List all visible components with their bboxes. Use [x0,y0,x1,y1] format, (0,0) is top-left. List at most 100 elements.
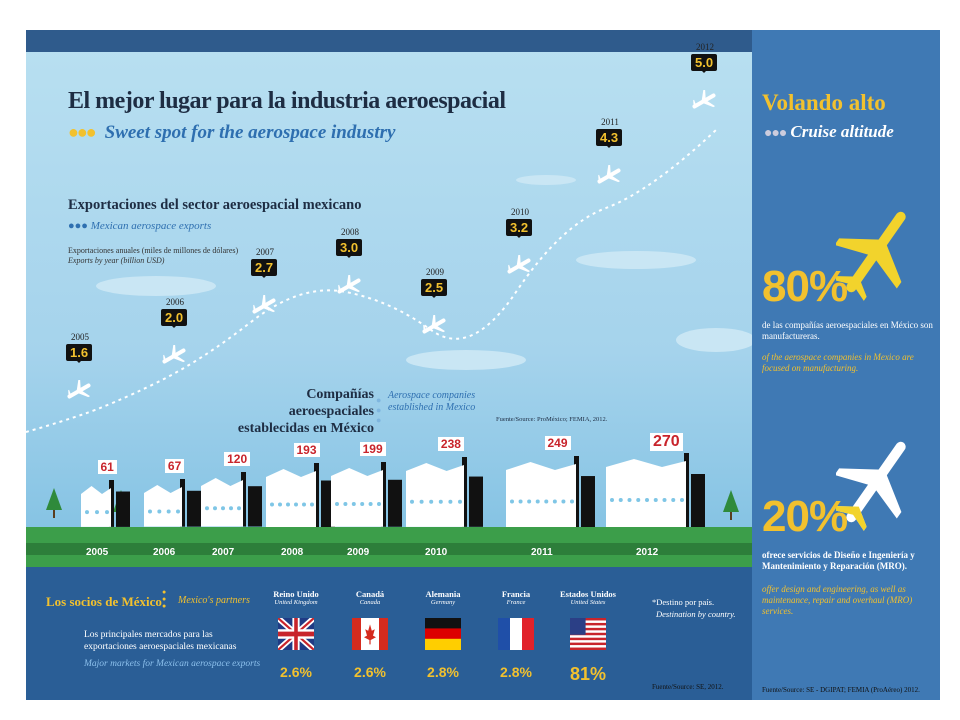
partners-desc-es: Los principales mercados para las export… [84,630,237,652]
airplane-icon [159,343,189,367]
country-percent: 81% [569,664,607,684]
partners-dots: ● ● ● [162,588,167,610]
export-year-label: 2010 [511,207,529,217]
factory-icon [331,462,407,527]
cloud-icon [96,175,752,370]
companies-dots: ● ● ● [376,395,382,425]
companies-count-label: 270 [650,433,683,451]
companies-year-label: 2010 [425,547,448,558]
companies-count-label: 249 [544,435,571,450]
country-name-es: Alemania [425,589,461,599]
partner-country: Estados Unidos United States 81% [553,589,623,685]
companies-year-label: 2011 [531,547,553,558]
partners-source: Fuente/Source: SE, 2012. [652,683,724,691]
partners-panel: Los socios de México ● ● ● Mexico's partne… [26,567,752,700]
companies-year-label: 2007 [212,547,235,558]
export-value-bubble: 4.3 [596,129,623,148]
partner-country: Reino Unido United Kingdom 2.6% [261,589,331,680]
companies-year-label: 2005 [86,547,109,558]
destination-note-es: *Destino por país. [652,597,715,607]
companies-count-label: 120 [224,452,251,467]
partner-country: Alemania Germany 2.8% [408,589,478,680]
stat1-percent: 80% [762,262,848,311]
stat2-text-es: ofrece servicios de Diseño e Ingeniería … [762,550,915,571]
export-year-label: 2007 [256,247,274,257]
export-year-label: 2006 [166,297,184,307]
airplane-icon [334,273,364,297]
sidebar-panel: Volando alto ●●● Cruise altitude 80% de l… [752,30,940,700]
export-year-label: 2009 [426,267,444,277]
uk-flag [276,615,316,653]
airplane-icon [64,378,94,402]
sky-background [26,30,752,567]
france-flag [498,618,534,650]
partner-country: Francia France 2.8% [481,589,551,680]
airplane-icon [249,293,279,317]
country-percent: 2.6% [280,664,312,680]
companies-year-label: 2006 [153,547,176,558]
export-value-bubble: 2.5 [421,279,448,298]
country-name-en: Germany [430,599,456,606]
export-year-label: 2005 [71,332,89,342]
partners-title: Los socios de México [46,594,162,609]
country-name-en: United Kingdom [274,599,318,606]
factory-icon [266,462,340,527]
export-value-bubble: 5.0 [691,54,718,73]
factory-icon [506,455,600,527]
partners-desc-en: Major markets for Mexican aerospace expo… [84,659,261,669]
companies-count-label: 199 [359,442,386,457]
exports-note-es: Exportaciones anuales (miles de millones… [68,246,239,255]
export-value-bubble: 3.0 [336,239,363,258]
companies-source: Fuente/Source: ProMéxico; FEMIA, 2012. [496,416,608,423]
infographic-main: El mejor lugar para la industria aeroesp… [26,30,752,700]
stat2-percent: 20% [762,492,848,541]
companies-count-label: 61 [97,460,117,475]
factory-icon [81,480,135,527]
airplane-icon [504,253,534,277]
airplane-icon [689,88,719,112]
tree-icon [46,488,62,510]
export-value-bubble: 2.7 [251,259,278,278]
country-percent: 2.8% [427,664,459,680]
tree-icon [723,490,739,512]
export-year-label: 2011 [601,117,619,127]
stat1-text-es: de las compañías aeroespaciales en Méxic… [762,320,933,341]
country-percent: 2.6% [354,664,386,680]
sidebar-title: Volando alto [762,90,886,115]
companies-subtitle: Aerospace companies established in Mexic… [388,390,476,413]
companies-count-label: 67 [164,459,185,474]
country-name-en: France [506,599,526,606]
export-value-bubble: 2.0 [161,309,188,328]
exports-note-en: Exports by year (billion USD) [68,256,165,265]
export-value-bubble: 3.2 [506,219,533,238]
export-value-bubble: 1.6 [66,344,93,363]
companies-title: Compañías aeroespaciales establecidas en… [237,387,374,436]
stat1-text-en: of the aerospace companies in Mexico are… [762,352,914,373]
country-name-es: Estados Unidos [560,589,616,599]
page-subtitle: ●●● Sweet spot for the aerospace industry [68,122,396,143]
country-name-es: Canadá [355,589,385,599]
exports-title: Exportaciones del sector aeroespacial me… [68,197,362,213]
factory-icon [606,453,710,527]
factory-icon [201,472,267,527]
airplane-icon [836,211,906,301]
factory-icon [144,479,206,527]
country-name-en: Canada [359,599,381,606]
partners-subtitle: Mexico's partners [178,595,250,606]
companies-year-label: 2012 [636,547,659,558]
usa-flag [570,618,606,650]
partner-country: Canadá Canada 2.6% [335,589,405,680]
factory-icon [406,457,488,527]
country-name-es: Francia [501,589,531,599]
airplane-icon [836,441,906,531]
exports-subtitle: ●●● Mexican aerospace exports [68,220,212,232]
germany-flag [425,618,461,650]
export-year-label: 2008 [341,227,359,237]
page-title: El mejor lugar para la industria aeroesp… [68,88,506,114]
destination-note-en: Destination by country. [656,609,736,619]
companies-count-label: 193 [293,442,320,457]
companies-year-label: 2009 [347,547,370,558]
stat2-text-en: offer design and engineering, as well as… [762,584,913,616]
sidebar-source: Fuente/Source: SE - DGIPAT; FEMIA (ProAé… [762,686,920,694]
airplane-icon [594,163,624,187]
